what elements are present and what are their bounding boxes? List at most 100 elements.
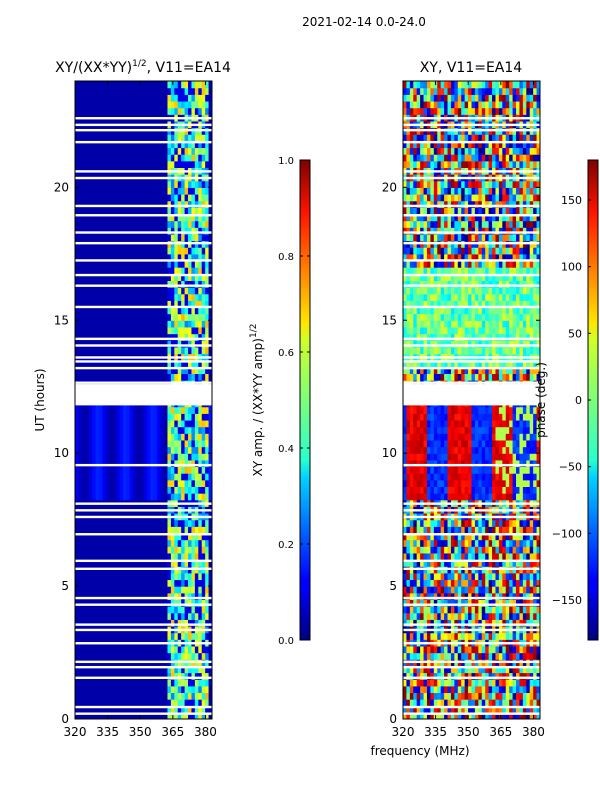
heatmap-cell xyxy=(174,413,179,421)
heatmap-cell xyxy=(533,699,538,707)
heatmap-cell xyxy=(129,705,134,713)
heatmap-cell xyxy=(88,253,93,262)
heatmap-cell xyxy=(150,287,155,295)
heatmap-cell xyxy=(420,705,425,713)
heatmap-cell xyxy=(98,193,103,202)
heatmap-cell xyxy=(119,107,124,115)
heatmap-cell xyxy=(85,552,90,561)
heatmap-cell xyxy=(522,546,527,554)
heatmap-cell xyxy=(208,619,212,627)
heatmap-cell xyxy=(433,692,438,700)
heatmap-cell xyxy=(505,712,510,719)
heatmap-cell xyxy=(201,559,206,567)
heatmap-cell xyxy=(498,592,503,600)
heatmap-cell xyxy=(133,260,138,268)
heatmap-cell xyxy=(153,280,158,288)
heatmap-cell xyxy=(444,632,449,640)
heatmap-cell xyxy=(160,679,165,687)
heatmap-cell xyxy=(181,632,186,640)
heatmap-cell xyxy=(105,579,110,587)
heatmap-cell xyxy=(102,160,107,168)
heatmap-cell xyxy=(85,100,90,109)
heatmap-cell xyxy=(184,479,189,487)
heatmap-cell xyxy=(488,645,493,654)
heatmap-cell xyxy=(416,699,421,707)
heatmap-cell xyxy=(92,233,97,242)
heatmap-cell xyxy=(174,426,179,434)
heatmap-cell xyxy=(129,526,134,534)
heatmap-cell xyxy=(464,699,469,707)
heatmap-cell xyxy=(526,712,531,719)
heatmap-cell xyxy=(201,479,206,487)
heatmap-cell xyxy=(136,313,141,321)
heatmap-cell xyxy=(413,632,418,640)
heatmap-cell xyxy=(488,632,493,640)
heatmap-cell xyxy=(533,685,538,694)
heatmap-cell xyxy=(177,439,182,448)
heatmap-cell xyxy=(109,612,114,620)
heatmap-cell xyxy=(423,559,428,567)
heatmap-cell xyxy=(450,665,455,674)
heatmap-cell xyxy=(95,426,100,434)
heatmap-cell xyxy=(85,260,90,268)
heatmap-cell xyxy=(157,459,162,468)
heatmap-cell xyxy=(133,87,138,95)
heatmap-cell xyxy=(136,280,141,288)
heatmap-cell xyxy=(81,406,86,414)
heatmap-cell xyxy=(461,692,466,700)
heatmap-cell xyxy=(495,546,500,554)
heatmap-cell xyxy=(105,632,110,640)
heatmap-cell xyxy=(426,552,431,561)
heatmap-cell xyxy=(78,160,83,168)
heatmap-cell xyxy=(160,160,165,168)
heatmap-cell xyxy=(122,592,127,600)
heatmap-cell xyxy=(188,665,193,674)
heatmap-cell xyxy=(437,665,442,674)
heatmap-cell xyxy=(409,619,414,627)
heatmap-cell xyxy=(191,579,196,587)
heatmap-cell xyxy=(454,552,459,561)
heatmap-cell xyxy=(78,134,83,142)
heatmap-cell xyxy=(430,532,435,541)
heatmap-cell xyxy=(406,599,411,607)
heatmap-cell xyxy=(174,187,179,195)
heatmap-cell xyxy=(129,134,134,142)
heatmap-cell xyxy=(122,360,127,368)
heatmap-cell xyxy=(167,679,172,687)
heatmap-cell xyxy=(146,154,151,162)
heatmap-cell xyxy=(153,632,158,640)
heatmap-cell xyxy=(201,360,206,368)
heatmap-cell xyxy=(146,340,151,348)
heatmap-cell xyxy=(426,705,431,713)
heatmap-cell xyxy=(485,645,490,654)
heatmap-cell xyxy=(146,280,151,288)
heatmap-cell xyxy=(188,446,193,454)
heatmap-cell xyxy=(119,685,124,694)
heatmap-cell xyxy=(478,699,483,707)
heatmap-cell xyxy=(536,612,540,620)
heatmap-cell xyxy=(157,247,162,255)
heatmap-cell xyxy=(112,572,117,581)
heatmap-cell xyxy=(420,692,425,700)
heatmap-cell xyxy=(488,699,493,707)
heatmap-cell xyxy=(88,592,93,600)
heatmap-cell xyxy=(88,473,93,481)
heatmap-cell xyxy=(208,712,212,719)
flag-gap xyxy=(75,384,212,406)
heatmap-cell xyxy=(184,100,189,109)
heatmap-cell xyxy=(157,213,162,222)
heatmap-cell xyxy=(167,672,172,680)
heatmap-cell xyxy=(208,446,212,454)
heatmap-cell xyxy=(205,552,210,561)
heatmap-cell xyxy=(157,227,162,235)
heatmap-cell xyxy=(526,599,531,607)
heatmap-cell xyxy=(88,233,93,242)
heatmap-cell xyxy=(81,160,86,168)
heatmap-cell xyxy=(157,87,162,95)
heatmap-cell xyxy=(112,539,117,547)
heatmap-cell xyxy=(112,107,117,115)
heatmap-cell xyxy=(75,81,80,89)
heatmap-cell xyxy=(112,612,117,620)
heatmap-cell xyxy=(116,340,121,348)
heatmap-cell xyxy=(105,306,110,315)
